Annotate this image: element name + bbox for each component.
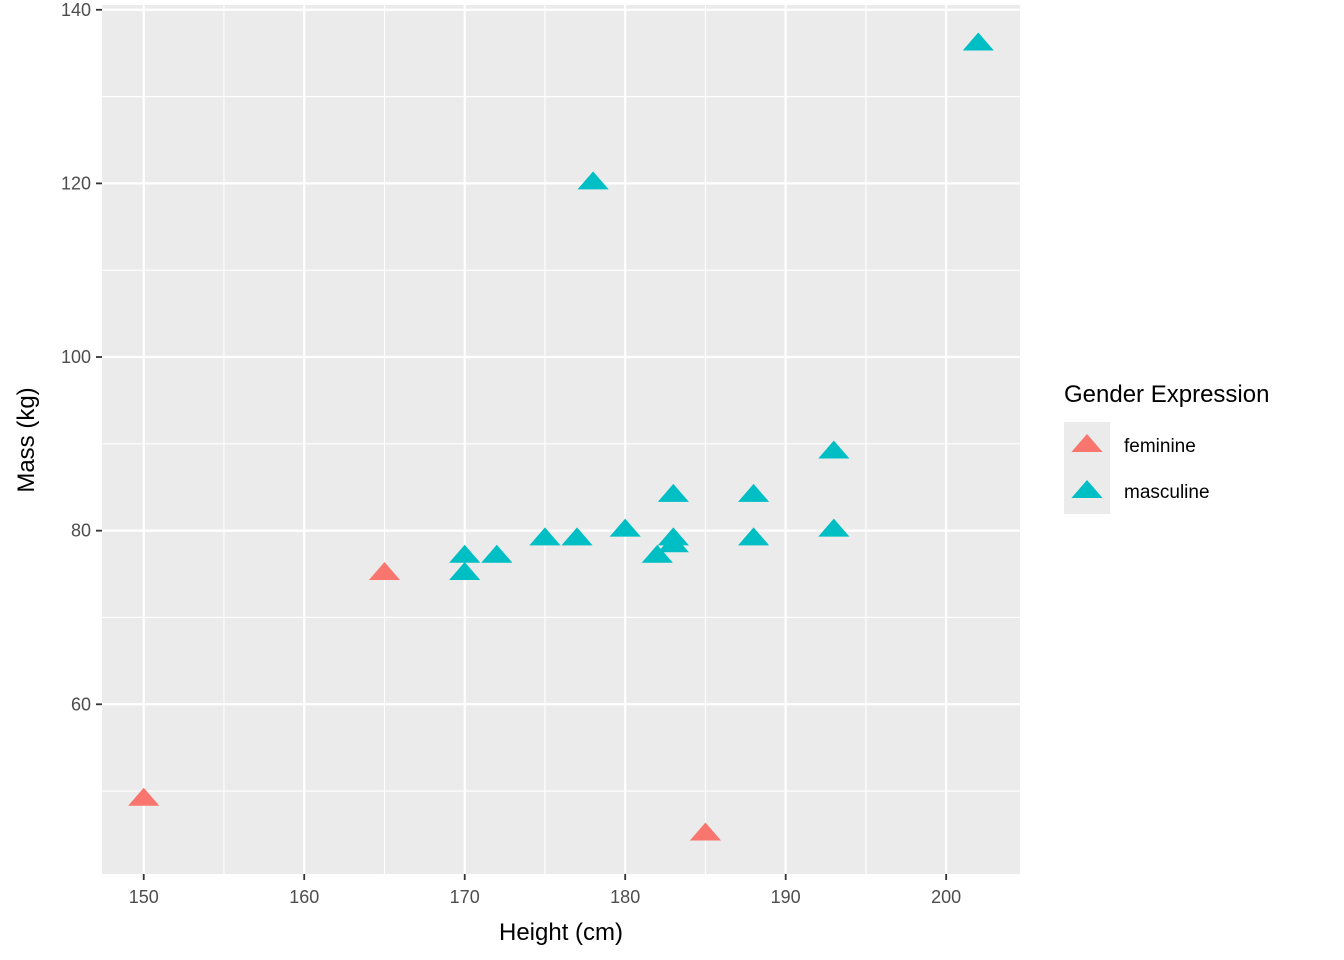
data-point-masculine bbox=[818, 518, 850, 537]
y-tick-label: 100 bbox=[61, 347, 91, 367]
data-point-masculine bbox=[641, 544, 673, 563]
data-point-masculine bbox=[657, 534, 689, 553]
data-point-masculine bbox=[561, 527, 593, 546]
data-point-masculine bbox=[481, 544, 513, 563]
data-point-masculine bbox=[529, 527, 561, 546]
y-tick-label: 60 bbox=[71, 694, 91, 714]
data-point-masculine bbox=[738, 527, 770, 546]
data-point-feminine bbox=[368, 562, 401, 581]
plot-panel bbox=[102, 5, 1020, 874]
data-point-masculine bbox=[818, 440, 850, 459]
legend-key-marker-masculine bbox=[1071, 480, 1103, 498]
legend-label-masculine: masculine bbox=[1124, 482, 1210, 503]
data-point-masculine bbox=[577, 171, 609, 190]
data-point-masculine bbox=[609, 518, 641, 537]
data-point-masculine bbox=[738, 483, 770, 502]
axes: 150 160 170 180 190 200 60 80 100 120 140 bbox=[61, 0, 961, 907]
x-tick-label: 190 bbox=[771, 887, 801, 907]
y-tick-label: 80 bbox=[71, 521, 91, 541]
x-tick-label: 160 bbox=[289, 887, 319, 907]
data-point-masculine bbox=[962, 32, 994, 51]
y-axis-title: Mass (kg) bbox=[13, 387, 40, 492]
legend-title: Gender Expression bbox=[1064, 381, 1269, 408]
legend: Gender Expression feminine masculine bbox=[1064, 381, 1269, 514]
x-tick-label: 150 bbox=[129, 887, 159, 907]
major-gridlines bbox=[102, 5, 1020, 874]
x-axis-title: Height (cm) bbox=[499, 919, 623, 946]
y-tick-label: 120 bbox=[61, 173, 91, 193]
legend-label-feminine: feminine bbox=[1124, 436, 1196, 457]
data-point-feminine bbox=[128, 787, 160, 806]
data-point-feminine bbox=[689, 822, 722, 841]
x-tick-label: 170 bbox=[450, 887, 480, 907]
data-point-masculine bbox=[449, 562, 481, 581]
minor-gridlines bbox=[102, 5, 1020, 874]
legend-key-marker-feminine bbox=[1071, 434, 1103, 452]
data-point-masculine bbox=[449, 544, 481, 563]
data-point-masculine bbox=[657, 483, 689, 502]
x-tick-label: 180 bbox=[610, 887, 640, 907]
x-tick-label: 200 bbox=[931, 887, 961, 907]
data-points bbox=[128, 32, 994, 841]
y-tick-label: 140 bbox=[61, 0, 91, 20]
